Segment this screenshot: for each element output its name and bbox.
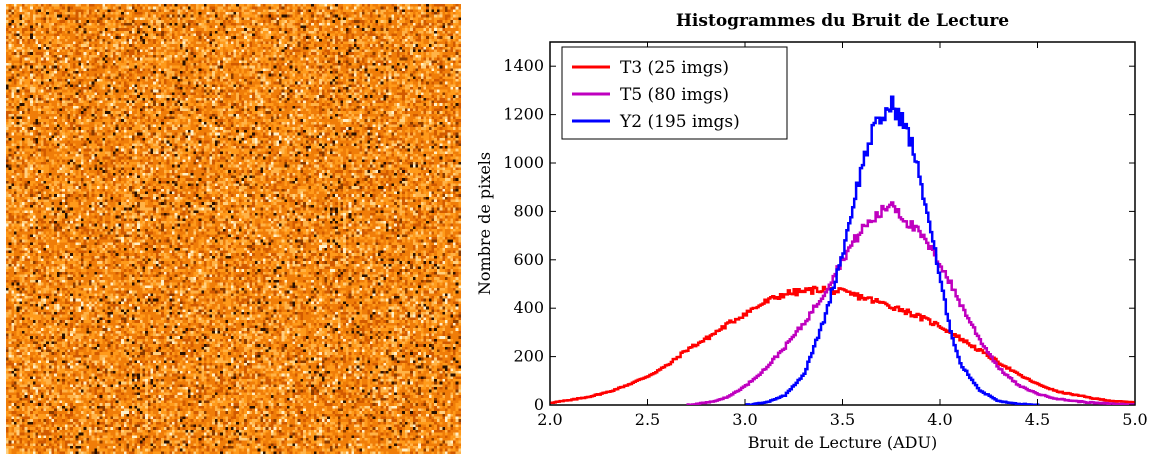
y-tick-label: 1000 bbox=[503, 153, 544, 172]
x-tick-label: 3.5 bbox=[830, 410, 855, 429]
noise-map-image bbox=[6, 4, 461, 454]
y-tick-label: 1200 bbox=[503, 105, 544, 124]
y-tick-label: 0 bbox=[534, 395, 544, 414]
histogram-chart: Histogrammes du Bruit de Lecture 2.0 2.5 3… bbox=[475, 11, 1148, 452]
x-tick-label: 5.0 bbox=[1122, 410, 1147, 429]
x-axis-title: Bruit de Lecture (ADU) bbox=[748, 433, 937, 452]
x-tick-label: 3.0 bbox=[732, 410, 757, 429]
chart-title: Histogrammes du Bruit de Lecture bbox=[676, 11, 1009, 31]
ticks-group: 2.0 2.5 3.0 3.5 4.0 4.5 5.0 0 200 400 600 800 1000 12… bbox=[503, 42, 1148, 429]
legend-label-0: T3 (25 imgs) bbox=[620, 58, 729, 78]
x-tick-label: 2.0 bbox=[537, 410, 562, 429]
x-tick-label: 2.5 bbox=[635, 410, 660, 429]
x-tick-label: 4.0 bbox=[927, 410, 952, 429]
series-line-0 bbox=[550, 285, 1135, 405]
legend-label-2: Y2 (195 imgs) bbox=[619, 112, 740, 132]
series-group bbox=[550, 95, 1135, 405]
legend: T3 (25 imgs) T5 (80 imgs) Y2 (195 imgs) bbox=[561, 46, 788, 140]
y-tick-label: 400 bbox=[513, 298, 544, 317]
x-tick-label: 4.5 bbox=[1025, 410, 1050, 429]
series-line-2 bbox=[745, 95, 1040, 405]
y-tick-label: 800 bbox=[513, 201, 544, 220]
series-line-1 bbox=[686, 201, 1135, 405]
y-tick-label: 1400 bbox=[503, 56, 544, 75]
y-tick-label: 200 bbox=[513, 347, 544, 366]
legend-label-1: T5 (80 imgs) bbox=[620, 85, 729, 105]
y-axis-title: Nombre de pixels bbox=[475, 152, 494, 295]
y-tick-label: 600 bbox=[513, 250, 544, 269]
